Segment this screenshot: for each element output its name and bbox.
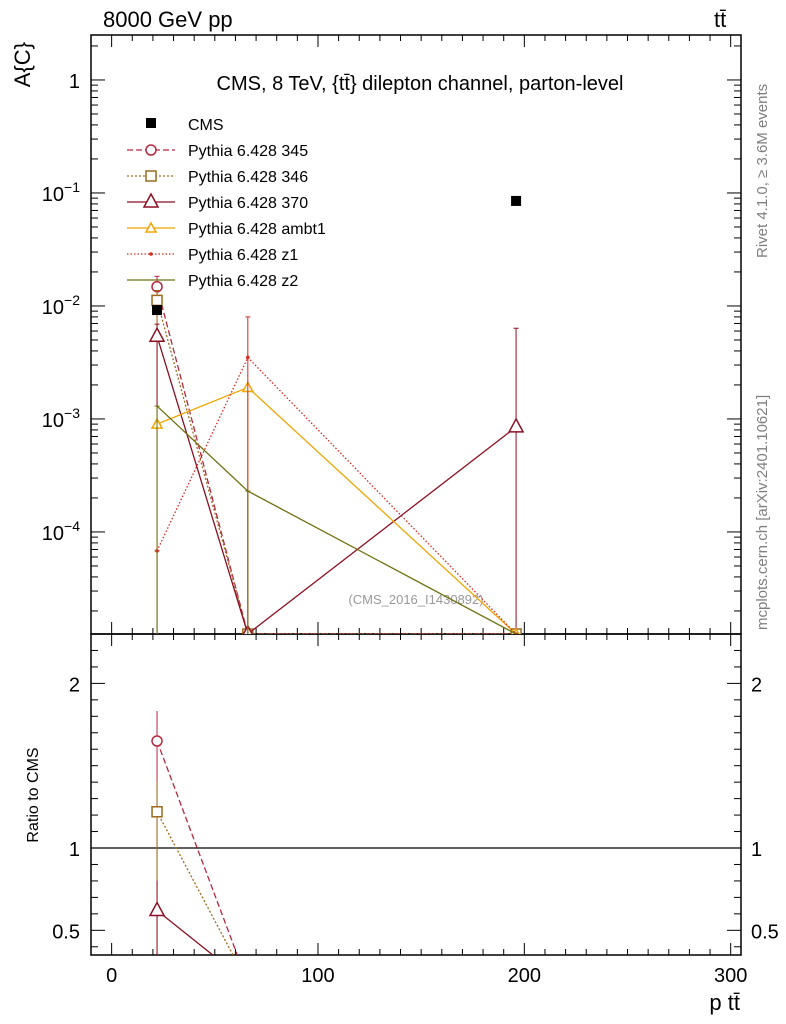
legend: CMS Pythia 6.428 345 Pythia 6.428 346 Pythi… (127, 117, 326, 290)
series-pythia-6-428-346 (151, 290, 522, 634)
legend-marker-cms (146, 118, 156, 128)
ratio-series (151, 711, 239, 955)
y-tick-label: 10−4 (42, 518, 80, 545)
legend-label: Pythia 6.428 z1 (188, 247, 298, 264)
legend-label: Pythia 6.428 370 (188, 195, 308, 212)
point (144, 221, 158, 233)
ratio-frame (90, 633, 742, 956)
y-tick-label: 10−1 (42, 179, 80, 206)
y-tick-label: 10−2 (42, 292, 80, 319)
y-tick-label: 1 (69, 71, 80, 93)
y-tick-label: 10−3 (42, 405, 80, 432)
ratio-tick-label-right: 1 (751, 839, 762, 861)
series-line (156, 286, 517, 634)
legend-label: Pythia 6.428 345 (188, 143, 308, 160)
chart-title: CMS, 8 TeV, {tt̄} dilepton channel, part… (217, 73, 624, 95)
point (151, 735, 163, 747)
series-pythia-6-428-z2 (154, 405, 519, 634)
series-pythia-6-428-z1 (154, 316, 519, 634)
mcplots-label: mcplots.cern.ch [arXiv:2401.10621] (754, 394, 771, 630)
ratio-line (156, 740, 239, 955)
x-tick-label: 200 (508, 965, 541, 987)
ratio-line (156, 910, 214, 955)
x-tick-label: 300 (714, 965, 747, 987)
rivet-label: Rivet 4.1.0, ≥ 3.6M events (754, 83, 771, 258)
series-pythia-6-428-370 (148, 323, 525, 634)
legend-label: Pythia 6.428 ambt1 (188, 221, 326, 238)
ratio-series (151, 781, 234, 955)
x-axis-label: p tt̄ (709, 990, 740, 1015)
x-tick-label: 0 (106, 965, 117, 987)
header-left: 8000 GeV pp (103, 7, 233, 32)
chart-watermark: (CMS_2016_I1430892) (348, 592, 483, 607)
series-pythia-6-428-345 (151, 275, 522, 634)
ratio-line (156, 811, 234, 955)
series-line (156, 336, 517, 634)
point (149, 252, 153, 256)
x-tick-label: 100 (301, 965, 334, 987)
legend-label: Pythia 6.428 z2 (188, 273, 298, 290)
point (145, 170, 157, 182)
ratio-tick-label: 1 (69, 839, 80, 861)
legend-label: Pythia 6.428 346 (188, 169, 308, 186)
point (148, 900, 166, 917)
header-right: tt̄ (714, 7, 727, 32)
ratio-tick-label: 2 (69, 674, 80, 696)
cms-data-point (511, 195, 522, 206)
point (145, 144, 157, 156)
legend-label: CMS (188, 117, 224, 134)
point (151, 294, 163, 307)
ratio-axis-label: Ratio to CMS (25, 747, 42, 842)
y-axis-label: A{C} (10, 42, 35, 87)
point (507, 417, 525, 433)
point (246, 355, 250, 360)
point (151, 806, 163, 818)
cms-data-point (152, 305, 163, 316)
point (142, 192, 160, 208)
ratio-tick-label-right: 2 (751, 674, 762, 696)
ratio-tick-label-right: 0.5 (751, 921, 779, 943)
ratio-tick-label: 0.5 (52, 921, 80, 943)
ratio-series (148, 880, 214, 955)
point (148, 326, 166, 342)
